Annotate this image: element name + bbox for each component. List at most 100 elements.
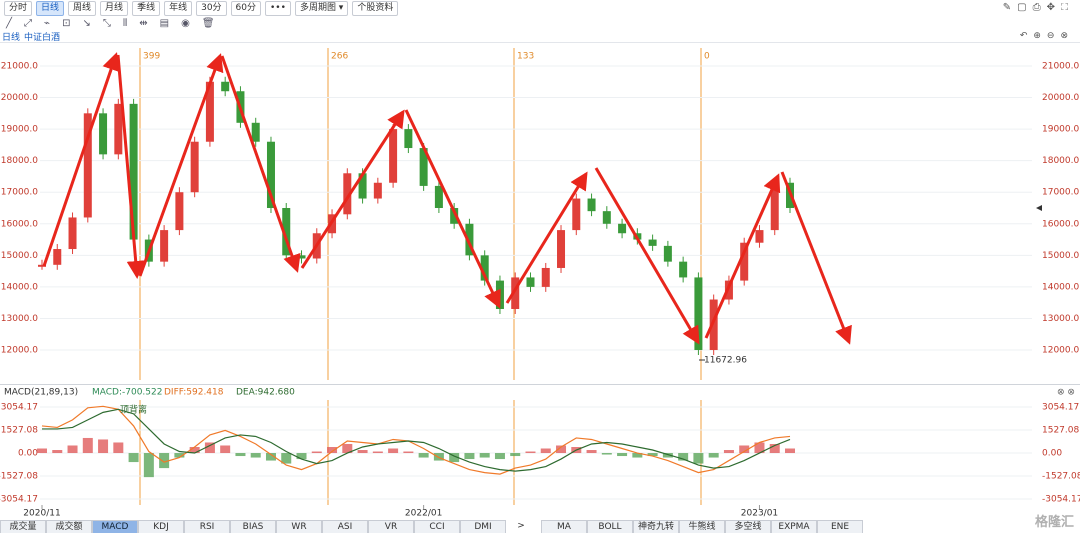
candle (160, 230, 169, 262)
marker-label: 133 (517, 52, 534, 62)
y-tick-label: 17000.0 (1, 188, 38, 198)
marker-label: 266 (331, 52, 348, 62)
tool[interactable]: ╱ (6, 17, 13, 29)
macd-line (42, 408, 791, 472)
candle (251, 122, 260, 142)
marker-label: 399 (143, 52, 160, 62)
toolbar-button[interactable]: 60分 (230, 1, 261, 16)
divider (0, 42, 1080, 43)
indicator-tab[interactable]: BIAS (230, 519, 276, 533)
macd-bar (556, 445, 567, 454)
indicator-tab[interactable]: DMI (460, 519, 506, 533)
candle (480, 255, 489, 281)
tool[interactable]: ⇹ (139, 17, 148, 29)
toolbar-button[interactable]: 个股资料 (352, 1, 399, 16)
title-bar: 日线 中证白酒 ↶⊕⊖⊗ (2, 30, 1080, 43)
indicator-tab[interactable]: 多空线 (725, 519, 771, 533)
macd-bar (220, 445, 231, 454)
candle (587, 198, 596, 212)
more-tabs[interactable]: > (506, 520, 536, 532)
chart: ⊗ ⊗ 399 266 133 0 12000.0 12000.0 13000.0 13000… (0, 42, 1080, 519)
toolbar-button[interactable]: 分时 (4, 1, 33, 16)
indicator-tab[interactable]: KDJ (138, 519, 184, 533)
macd-bar (235, 453, 246, 457)
tool[interactable]: ⤢ (24, 17, 33, 29)
indicator-tab[interactable]: CCI (414, 519, 460, 533)
tool[interactable]: ▤ (159, 17, 170, 29)
indicator-tab[interactable]: VR (368, 519, 414, 533)
candle (572, 198, 581, 231)
tool[interactable]: 🗑 (201, 17, 215, 29)
indicator-tab[interactable]: MA (541, 519, 587, 533)
toolbar-button[interactable]: 年线 (164, 1, 193, 16)
tool[interactable]: ⤡ (102, 17, 111, 29)
candle (221, 81, 230, 92)
indicator-tab[interactable]: BOLL (587, 519, 633, 533)
indicator-tab[interactable]: MACD (92, 519, 138, 533)
y-tick-label: 17000.0 (1042, 188, 1079, 198)
macd-bar (525, 451, 536, 454)
toolbar-button[interactable]: ••• (265, 1, 291, 16)
indicator-tab[interactable]: WR (276, 519, 322, 533)
candle (511, 277, 520, 309)
candle (694, 277, 703, 351)
toolbar-button[interactable]: 季线 (132, 1, 161, 16)
macd-bar (617, 453, 628, 457)
macd-bar (159, 453, 170, 469)
y-tick-label: 15000.0 (1, 251, 38, 261)
indicator-tab[interactable]: EXPMA (771, 519, 817, 533)
tool[interactable]: ⦀ (122, 17, 128, 29)
tool[interactable]: ↘ (82, 17, 91, 29)
price-pointer (1036, 205, 1042, 211)
macd-bar (388, 448, 399, 454)
toolbar-button[interactable]: 日线 (36, 1, 65, 16)
y-tick-label: 0.00 (18, 449, 38, 459)
indicator-tab[interactable]: ASI (322, 519, 368, 533)
panel-controls[interactable]: ⊗ ⊗ (1057, 388, 1075, 398)
macd-bar (647, 453, 658, 457)
candle (205, 81, 214, 142)
y-tick-label: 3054.17 (1042, 403, 1079, 413)
toolbar-button[interactable]: 多周期图 ▾ (294, 1, 349, 16)
indicator-tab[interactable]: RSI (184, 519, 230, 533)
y-tick-label: 21000.0 (1, 61, 38, 71)
indicator-tab[interactable]: 牛熊线 (679, 519, 725, 533)
y-tick-label: 12000.0 (1, 346, 38, 356)
candle (526, 277, 535, 287)
y-tick-label: 0.00 (1042, 449, 1062, 459)
y-tick-label: -1527.08 (0, 472, 38, 482)
toolbar-button[interactable]: 月线 (100, 1, 129, 16)
tool[interactable]: ⊡ (62, 17, 71, 29)
indicator-tab[interactable]: ENE (817, 519, 863, 533)
candle (434, 185, 443, 209)
chart-controls[interactable]: ↶⊕⊖⊗ (1019, 31, 1074, 41)
macd-bar (342, 443, 353, 454)
candle (190, 141, 199, 193)
candle (602, 211, 611, 224)
y-tick-label: -3054.17 (1042, 495, 1080, 505)
tool[interactable]: ◉ (181, 17, 190, 29)
candle (450, 208, 459, 224)
y-tick-label: 19000.0 (1042, 125, 1079, 135)
top-icons[interactable]: ✎▢⎙✥⛶ (1002, 2, 1074, 13)
indicator-tab[interactable]: 成交额 (46, 519, 92, 533)
candle (343, 173, 352, 215)
indicator-readout: MACD:-700.522 (92, 388, 162, 398)
toolbar: 分时 日线 周线 月线 季线 年线 30分 60分 ••• 多周期图 ▾ 个股资料 (4, 1, 1080, 16)
indicator-tab[interactable]: 神奇九转 (633, 519, 679, 533)
indicator-tab[interactable]: 成交量 (0, 519, 46, 533)
toolbar-button[interactable]: 30分 (196, 1, 227, 16)
candle (541, 267, 550, 287)
macd-bar (143, 453, 154, 478)
tool[interactable]: ⌁ (44, 17, 51, 29)
macd-bar (52, 450, 63, 454)
candle (358, 173, 367, 199)
divergence-annotation: 顶背离 (120, 404, 147, 416)
macd-bar (357, 450, 368, 454)
macd-bar (510, 453, 521, 457)
toolbar-button[interactable]: 周线 (68, 1, 97, 16)
candle (38, 264, 46, 267)
y-tick-label: 20000.0 (1, 93, 38, 103)
macd-bar (189, 447, 200, 454)
